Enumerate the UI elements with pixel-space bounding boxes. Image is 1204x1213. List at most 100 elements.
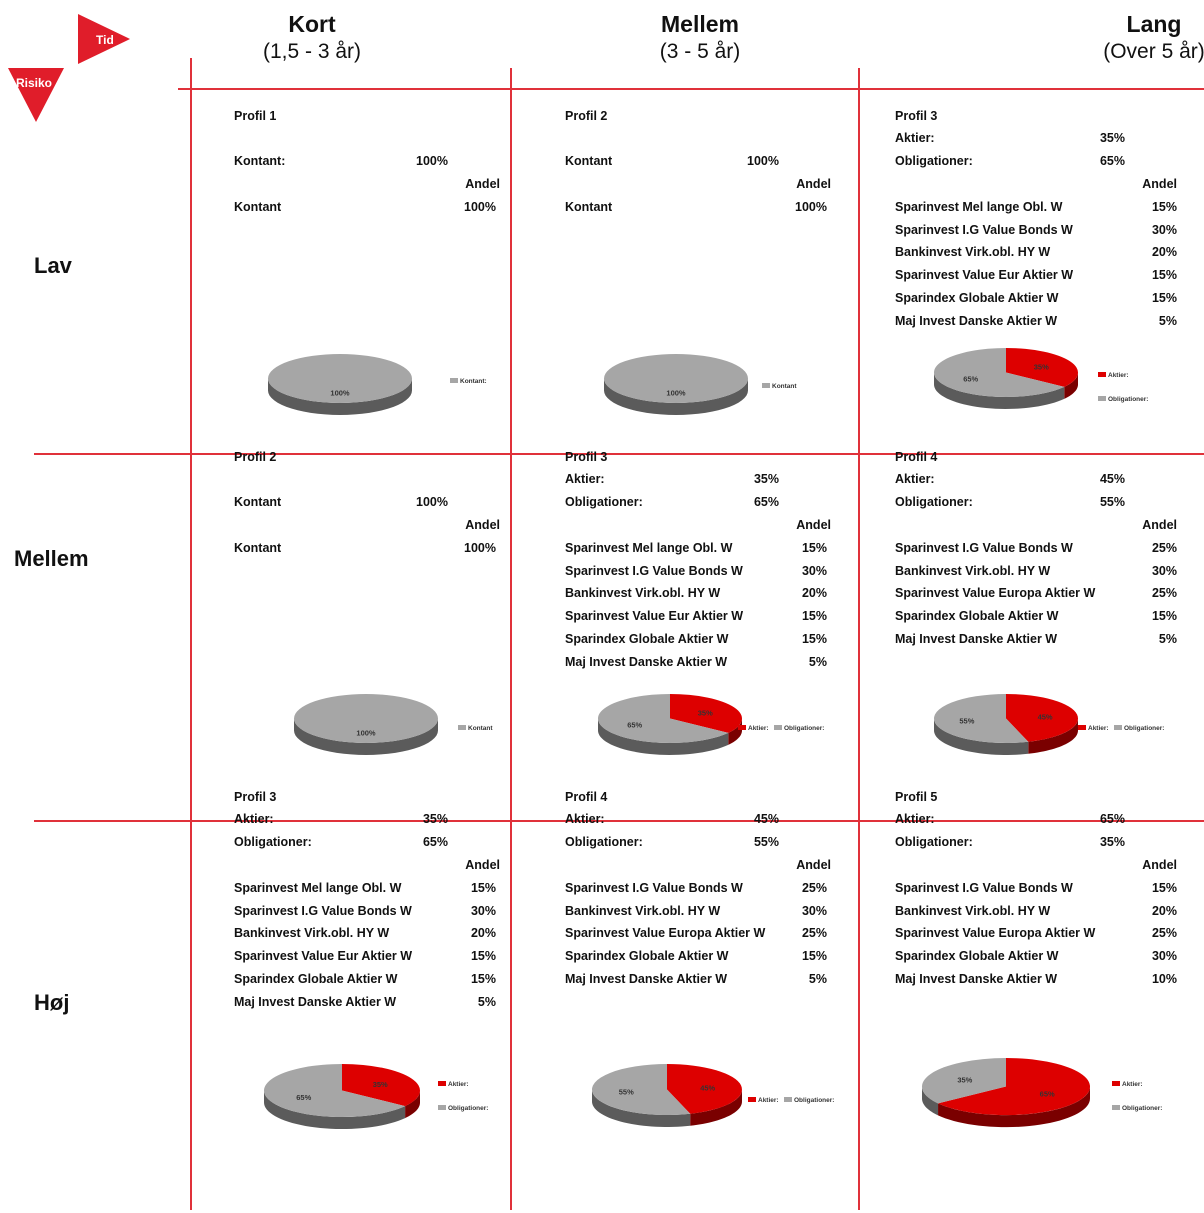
fund-name: Maj Invest Danske Aktier W — [565, 971, 728, 986]
allocation-value: 65% — [1099, 812, 1125, 826]
legend-item: Kontant — [458, 725, 493, 732]
andel-header-label: Andel — [796, 858, 831, 872]
risk-arrow-icon: Risiko — [8, 68, 64, 122]
allocation-row: Aktier: 65% — [895, 812, 1177, 828]
fund-share: 100% — [795, 200, 827, 214]
allocation-row: Obligationer: 65% — [565, 495, 831, 511]
fund-name: Sparinvest Value Eur Aktier W — [895, 268, 1074, 283]
legend-item: Obligationer: — [1112, 1105, 1162, 1112]
andel-header-label: Andel — [465, 177, 500, 191]
legend-item: Obligationer: — [774, 725, 824, 732]
legend-swatch — [784, 1097, 792, 1102]
profile-title: Profil 1 — [234, 109, 277, 123]
legend-item: Aktier: — [738, 725, 769, 732]
fund-share: 5% — [477, 994, 496, 1009]
pie-chart: 45% 55% Aktier: Obligationer: — [592, 1064, 834, 1127]
allocation-row: Kontant 100% — [565, 154, 831, 170]
allocation-value: 55% — [753, 835, 779, 849]
pie-slice-side — [922, 1086, 939, 1116]
legend-item: Obligationer: — [784, 1097, 834, 1104]
fund-row: Sparindex Globale Aktier W 15% — [895, 609, 1177, 625]
legend-swatch — [1114, 725, 1122, 730]
legend-swatch — [438, 1105, 446, 1110]
fund-name: Sparinvest I.G Value Bonds W — [234, 903, 412, 918]
fund-name: Maj Invest Danske Aktier W — [565, 654, 728, 669]
pie-data-label: 100% — [356, 729, 376, 738]
profile-title: Profil 3 — [234, 790, 277, 804]
pie-slice-side — [592, 1089, 691, 1127]
allocation-label: Aktier: — [565, 472, 605, 486]
fund-name: Maj Invest Danske Aktier W — [895, 313, 1058, 328]
allocation-value: 65% — [422, 835, 448, 849]
fund-share: 5% — [808, 971, 827, 986]
fund-name: Sparinvest Value Eur Aktier W — [234, 949, 413, 964]
legend-item: Kontant — [762, 383, 797, 390]
row-label-hoj: Høj — [34, 990, 70, 1015]
fund-share: 15% — [470, 881, 496, 895]
legend-swatch — [738, 725, 746, 730]
legend-item: Obligationer: — [438, 1105, 488, 1112]
allocation-row: Aktier: 35% — [565, 472, 831, 488]
fund-name: Sparinvest Value Europa Aktier W — [565, 926, 766, 941]
allocation-row: Aktier: 35% — [895, 131, 1177, 147]
allocation-row: Kontant: 100% — [234, 154, 500, 170]
fund-share: 15% — [470, 971, 496, 986]
fund-name: Sparinvest Mel lange Obl. W — [895, 200, 1063, 214]
allocation-label: Kontant: — [234, 154, 286, 168]
allocation-value: 65% — [1099, 154, 1125, 168]
allocation-label: Obligationer: — [895, 495, 973, 509]
fund-row: Sparinvest I.G Value Bonds W 25% — [565, 881, 831, 897]
fund-share: 5% — [1158, 631, 1177, 646]
fund-name: Sparinvest I.G Value Bonds W — [565, 563, 743, 578]
pie-slice — [934, 348, 1065, 397]
profile-title: Profil 3 — [895, 109, 938, 123]
allocation-value: 45% — [1099, 472, 1125, 486]
fund-name: Sparinvest I.G Value Bonds W — [895, 881, 1073, 895]
legend-swatch — [1112, 1105, 1120, 1110]
pie-data-label: 65% — [627, 721, 642, 730]
fund-share: 20% — [801, 586, 827, 601]
fund-row: Sparinvest I.G Value Bonds W 30% — [234, 904, 500, 920]
column-header-mellem: Mellem (3 - 5 år) — [580, 10, 820, 65]
fund-name: Kontant — [234, 200, 282, 214]
allocation-value: 35% — [422, 812, 448, 826]
allocation-label: Obligationer: — [895, 835, 973, 849]
fund-name: Bankinvest Virk.obl. HY W — [895, 245, 1051, 260]
pie-slice — [268, 353, 412, 403]
row-label-lav: Lav — [34, 253, 72, 278]
column-subtitle: (1,5 - 3 år) — [262, 39, 362, 63]
legend-label: Kontant — [468, 725, 493, 732]
pie-chart: 100% Kontant: — [268, 353, 487, 415]
fund-row: Sparinvest Value Eur Aktier W 15% — [565, 609, 831, 625]
pie-chart: 45% 55% Aktier: Obligationer: — [934, 694, 1164, 755]
fund-name: Sparinvest I.G Value Bonds W — [895, 222, 1073, 237]
pie-data-label: 35% — [373, 1080, 388, 1089]
fund-row: Sparinvest Mel lange Obl. W 15% — [895, 200, 1177, 216]
pie-slice-side — [690, 1089, 742, 1126]
legend-label: Obligationer: — [1108, 396, 1148, 403]
allocation-label: Obligationer: — [565, 835, 643, 849]
fund-share: 15% — [801, 631, 827, 646]
pie-slice — [670, 694, 742, 733]
andel-header: Andel — [234, 177, 500, 193]
legend-label: Obligationer: — [1124, 725, 1164, 732]
allocation-value: 35% — [753, 472, 779, 486]
fund-share: 15% — [801, 609, 827, 624]
pie-data-label: 100% — [330, 389, 350, 398]
allocation-row: Obligationer: 35% — [895, 835, 1177, 851]
legend-label: Obligationer: — [794, 1097, 834, 1104]
fund-share: 15% — [1151, 290, 1177, 305]
legend-swatch — [1078, 725, 1086, 730]
pie-data-label: 35% — [698, 708, 713, 717]
andel-header: Andel — [565, 177, 831, 193]
profile-title: Profil 3 — [565, 450, 608, 464]
grid-line-vertical — [190, 58, 192, 1210]
allocation-label: Obligationer: — [234, 835, 312, 849]
fund-share: 30% — [1151, 563, 1177, 578]
pie-slice-side — [598, 718, 729, 755]
pie-slice-side — [264, 1090, 406, 1130]
fund-share: 15% — [801, 541, 827, 555]
legend-label: Obligationer: — [784, 725, 824, 732]
legend-label: Aktier: — [758, 1097, 779, 1104]
fund-row: Sparindex Globale Aktier W 15% — [565, 949, 831, 965]
